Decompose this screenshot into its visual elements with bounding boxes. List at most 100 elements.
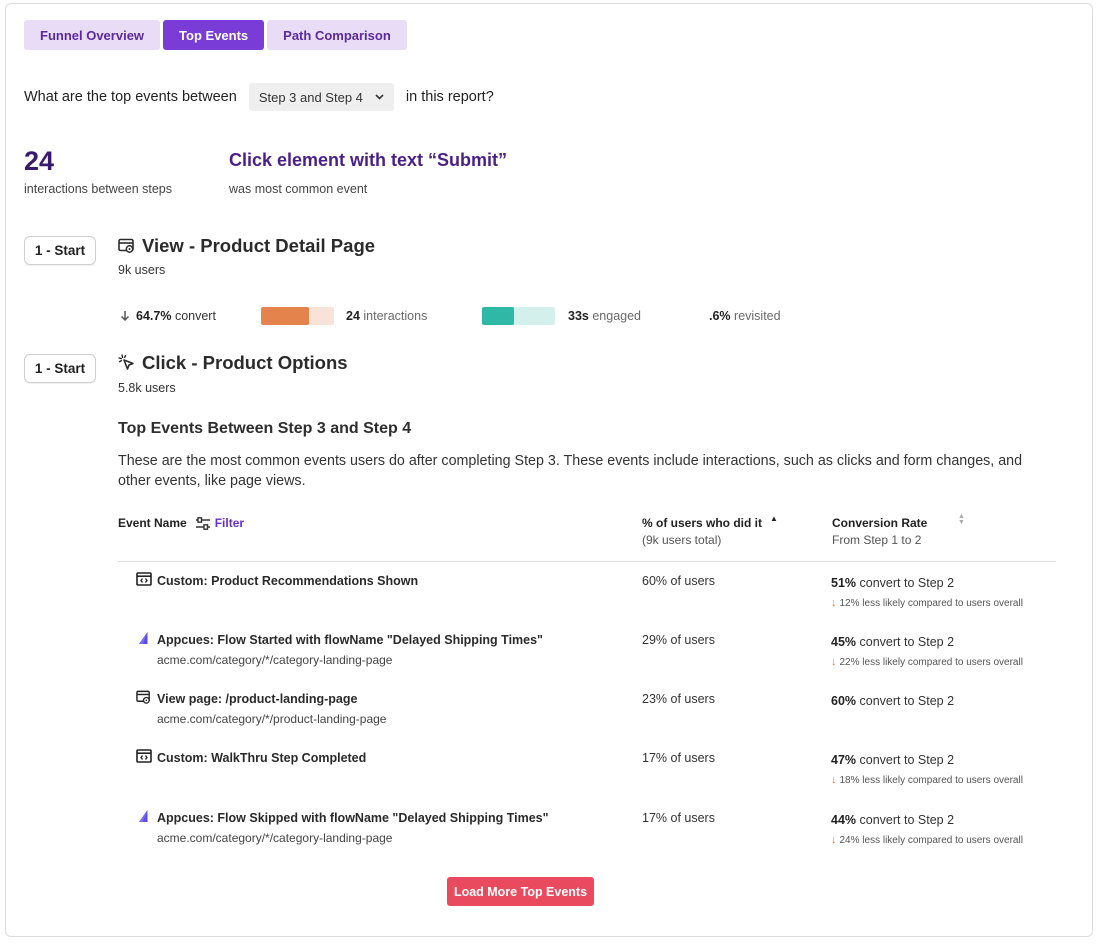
- column-percent-users-label: % of users who did it: [642, 516, 763, 530]
- comparison-label: less likely compared to users overall: [862, 774, 1023, 786]
- arrow-down-icon: ↓: [831, 656, 837, 668]
- appcues-icon: [136, 808, 152, 824]
- event-conversion: 45% convert to Step 2: [831, 635, 954, 649]
- event-name: Appcues: Flow Skipped with flowName "Del…: [157, 811, 549, 825]
- convert-label: convert: [174, 309, 216, 323]
- step-title: View - Product Detail Page: [118, 235, 375, 257]
- interactions-label: interactions: [363, 309, 428, 323]
- question-prefix: What are the top events between: [24, 89, 237, 105]
- revisited-label: revisited: [734, 309, 781, 323]
- column-percent-users[interactable]: % of users who did it (9k users total): [642, 516, 762, 547]
- custom-event-icon: [136, 748, 152, 764]
- section-description: These are the most common events users d…: [118, 453, 1023, 489]
- interactions-bar-fill: [261, 307, 310, 325]
- comparison-label: less likely compared to users overall: [862, 597, 1023, 609]
- event-name: Custom: WalkThru Step Completed: [157, 751, 367, 765]
- step-badge: 1 - Start: [24, 354, 96, 383]
- arrow-down-icon: ↓: [831, 597, 837, 609]
- click-icon: [118, 354, 136, 372]
- table-row[interactable]: Custom: Product Recommendations Shown 60%…: [118, 564, 1056, 620]
- interactions-count: 24: [24, 146, 55, 176]
- filter-button[interactable]: Filter: [195, 516, 244, 530]
- event-percent-users: 60% of users: [642, 574, 715, 588]
- column-conversion-rate[interactable]: Conversion Rate From Step 1 to 2: [832, 516, 927, 547]
- table-row[interactable]: Custom: WalkThru Step Completed 17% of us…: [118, 741, 1056, 797]
- event-percent-users: 17% of users: [642, 811, 715, 825]
- event-conversion: 60% convert to Step 2: [831, 694, 954, 708]
- arrow-down-icon: [120, 310, 130, 322]
- top-events-panel: Funnel Overview Top Events Path Comparis…: [5, 3, 1093, 937]
- sort-icon[interactable]: ▲ ▼: [958, 513, 965, 526]
- most-common-event-label: was most common event: [229, 182, 368, 196]
- step-title-text: View - Product Detail Page: [142, 235, 376, 256]
- step-users: 9k users: [118, 263, 166, 277]
- page-view-icon: [136, 689, 152, 705]
- conversion-value: 44%: [831, 813, 857, 827]
- conversion-value: 51%: [831, 576, 857, 590]
- step-range-value: Step 3 and Step 4: [258, 89, 363, 105]
- conversion-label: convert to Step 2: [859, 635, 955, 649]
- column-conversion-rate-sub: From Step 1 to 2: [832, 533, 922, 547]
- engaged-bar: [482, 307, 555, 325]
- step-title-text: Click - Product Options: [142, 352, 348, 373]
- conversion-label: convert to Step 2: [859, 753, 955, 767]
- comparison-note: ↓ 12% less likely compared to users overa…: [831, 597, 1023, 609]
- engaged-label: engaged: [592, 309, 642, 323]
- table-header: Event Name Filter % of users who did it …: [118, 512, 1056, 562]
- event-percent-users: 17% of users: [642, 751, 715, 765]
- step-metrics: 64.7% convert 24 interactions 33s engage…: [118, 304, 818, 328]
- load-more-button[interactable]: Load More Top Events: [447, 877, 594, 906]
- comparison-label: less likely compared to users overall: [862, 834, 1023, 846]
- interactions-count-label: interactions between steps: [24, 182, 173, 196]
- step-title: Click - Product Options: [118, 352, 348, 374]
- table-row[interactable]: Appcues: Flow Started with flowName "Del…: [118, 623, 1056, 679]
- sort-ascending-icon[interactable]: ▲: [770, 514, 778, 523]
- revisited-value: .6%: [709, 309, 731, 323]
- tab-funnel-overview[interactable]: Funnel Overview: [24, 20, 161, 50]
- event-name: Custom: Product Recommendations Shown: [157, 574, 419, 588]
- step-badge: 1 - Start: [24, 236, 96, 265]
- column-event-name-label: Event Name: [118, 516, 187, 530]
- custom-event-icon: [136, 571, 152, 587]
- conversion-label: convert to Step 2: [859, 694, 955, 708]
- step-range-select[interactable]: Step 3 and Step 4: [248, 83, 394, 111]
- conversion-value: 60%: [831, 694, 857, 708]
- event-conversion: 51% convert to Step 2: [831, 576, 954, 590]
- conversion-label: convert to Step 2: [859, 576, 955, 590]
- engaged-value: 33s: [568, 309, 589, 323]
- event-name: View page: /product-landing-page: [157, 692, 358, 706]
- table-row[interactable]: View page: /product-landing-page acme.com…: [118, 682, 1056, 738]
- most-common-event: Click element with text “Submit”: [229, 150, 508, 170]
- event-url: acme.com/category/*/category-landing-pag…: [157, 653, 393, 667]
- arrow-down-icon: ↓: [831, 774, 837, 786]
- comparison-note: ↓ 22% less likely compared to users overa…: [831, 656, 1023, 668]
- convert-value: 64.7%: [136, 309, 172, 323]
- arrow-down-icon: ↓: [831, 834, 837, 846]
- filter-label: Filter: [214, 516, 245, 530]
- event-url: acme.com/category/*/category-landing-pag…: [157, 831, 393, 845]
- interactions-metric: 24 interactions: [261, 304, 427, 328]
- event-name: Appcues: Flow Started with flowName "Del…: [157, 633, 543, 647]
- conversion-label: convert to Step 2: [859, 813, 955, 827]
- column-percent-users-sub: (9k users total): [642, 533, 722, 547]
- comparison-note: ↓ 18% less likely compared to users overa…: [831, 774, 1023, 786]
- column-event-name: Event Name Filter: [118, 516, 244, 530]
- comparison-value: 24%: [839, 834, 860, 846]
- comparison-label: less likely compared to users overall: [862, 656, 1023, 668]
- event-percent-users: 23% of users: [642, 692, 715, 706]
- conversion-value: 47%: [831, 753, 857, 767]
- interactions-value: 24: [346, 309, 360, 323]
- step-users: 5.8k users: [118, 381, 176, 395]
- revisited-metric: .6% revisited: [709, 304, 781, 328]
- comparison-value: 12%: [839, 597, 860, 609]
- tab-top-events[interactable]: Top Events: [163, 20, 265, 50]
- table-row[interactable]: Appcues: Flow Skipped with flowName "Del…: [118, 801, 1056, 857]
- question-suffix: in this report?: [405, 89, 494, 105]
- page-view-icon: [118, 238, 136, 254]
- sliders-icon: [195, 516, 211, 530]
- event-conversion: 44% convert to Step 2: [831, 813, 954, 827]
- engaged-metric: 33s engaged: [482, 304, 641, 328]
- conversion-value: 45%: [831, 635, 857, 649]
- event-url: acme.com/category/*/product-landing-page: [157, 712, 387, 726]
- tab-path-comparison[interactable]: Path Comparison: [267, 20, 407, 50]
